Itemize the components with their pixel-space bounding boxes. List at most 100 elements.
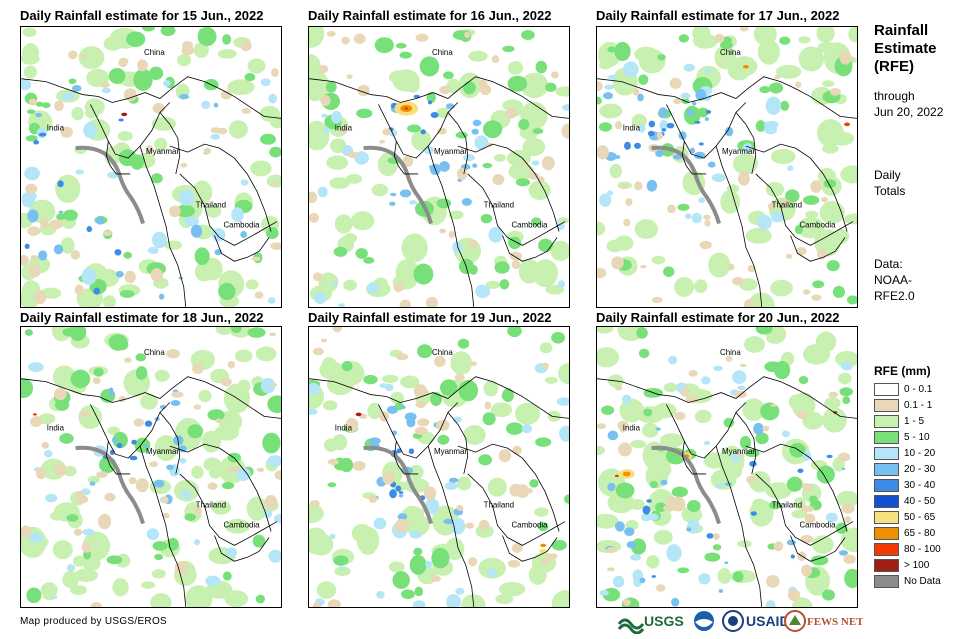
country-border xyxy=(309,76,569,119)
rainfall-patch xyxy=(839,50,852,65)
rainfall-patch xyxy=(439,228,447,234)
rainfall-patch xyxy=(463,81,476,95)
rainfall-patch xyxy=(68,50,78,60)
rainfall-patch xyxy=(425,560,433,568)
country-label-thailand: Thailand xyxy=(772,501,802,510)
rainfall-patch xyxy=(507,559,521,568)
rainfall-patch xyxy=(194,262,214,282)
rainfall-patch xyxy=(607,430,619,441)
rainfall-patch xyxy=(389,201,396,206)
legend-swatch xyxy=(874,543,899,556)
rainfall-patch xyxy=(78,46,105,70)
rainfall-patch xyxy=(739,27,749,32)
rainfall-patch xyxy=(392,571,410,589)
rainfall-patch xyxy=(506,422,524,435)
rainfall-patch xyxy=(826,454,833,459)
rainfall-patch xyxy=(764,125,778,135)
rainfall-patch xyxy=(154,137,168,152)
rainfall-patch xyxy=(755,432,769,445)
rainfall-patch xyxy=(712,544,722,551)
rainfall-patch xyxy=(651,296,663,304)
rainfall-patch xyxy=(615,482,635,499)
rainfall-patch xyxy=(134,437,151,454)
rainfall-patch xyxy=(649,480,659,489)
rainfall-patch xyxy=(728,263,735,271)
rainfall-patch xyxy=(34,290,47,305)
rainfall-patch xyxy=(454,373,465,382)
rainfall-patch xyxy=(220,90,232,100)
rainfall-patch xyxy=(556,397,569,406)
rainfall-patch xyxy=(201,100,211,110)
rainfall-patch xyxy=(169,205,181,218)
rainfall-patch xyxy=(435,419,450,431)
rainfall-patch xyxy=(487,477,507,497)
legend-label: 30 - 40 xyxy=(904,480,936,491)
rainfall-patch xyxy=(671,597,680,607)
rainfall-patch xyxy=(231,207,244,222)
rainfall-patch xyxy=(194,247,210,266)
rainfall-patch xyxy=(648,120,656,128)
rainfall-patch xyxy=(428,165,434,169)
rainfall-patch xyxy=(376,590,385,599)
rainfall-patch xyxy=(108,68,126,84)
country-border xyxy=(745,143,848,232)
rainfall-patch xyxy=(597,445,606,456)
rainfall-patch xyxy=(797,468,804,473)
rainfall-patch xyxy=(749,460,757,467)
rainfall-patch xyxy=(471,128,479,135)
rainfall-patch xyxy=(309,191,318,204)
rainfall-patch xyxy=(221,481,235,490)
rainfall-patch xyxy=(535,437,552,447)
rainfall-patch xyxy=(787,165,794,171)
rainfall-patch xyxy=(723,417,735,428)
rainfall-patch xyxy=(456,504,464,511)
rainfall-patch xyxy=(618,442,632,457)
rainfall-patch xyxy=(464,31,471,38)
rainfall-patch xyxy=(817,41,838,54)
rainfall-patch xyxy=(270,242,281,251)
rainfall-patch xyxy=(498,581,526,597)
legend-item: 30 - 40 xyxy=(874,478,964,494)
rainfall-patch xyxy=(805,210,819,219)
rainfall-patch xyxy=(485,280,501,289)
rainfall-patch xyxy=(844,516,852,523)
rainfall-patch xyxy=(674,411,686,421)
rainfall-patch xyxy=(653,529,673,545)
rainfall-patch xyxy=(599,590,609,596)
rainfall-patch xyxy=(531,217,542,226)
rainfall-patch xyxy=(430,391,442,407)
country-label-china: China xyxy=(144,348,165,357)
rainfall-patch xyxy=(101,87,111,94)
rainfall-patch xyxy=(694,279,708,293)
country-border xyxy=(735,412,757,475)
rainfall-patch xyxy=(614,121,623,130)
rainfall-patch xyxy=(73,555,86,567)
through-label: through xyxy=(874,89,915,103)
rainfall-patch xyxy=(686,527,692,532)
rainfall-patch xyxy=(408,464,424,480)
rainfall-patch xyxy=(425,296,438,307)
country-label-china: China xyxy=(432,48,453,57)
rainfall-patch xyxy=(800,534,814,544)
legend-item: 10 - 20 xyxy=(874,446,964,462)
rainfall-patch xyxy=(309,499,320,508)
country-border xyxy=(169,143,272,232)
legend-item: 65 - 80 xyxy=(874,526,964,542)
rainfall-patch xyxy=(711,173,726,183)
country-border xyxy=(755,473,854,546)
country-border xyxy=(681,141,707,175)
rainfall-patch xyxy=(228,120,248,139)
rainfall-patch xyxy=(437,127,447,135)
rainfall-patch xyxy=(255,594,266,604)
rainfall-patch xyxy=(704,219,711,227)
rainfall-patch xyxy=(750,511,757,516)
rainfall-patch xyxy=(419,56,440,77)
rainfall-patch xyxy=(534,507,549,517)
rainfall-patch xyxy=(21,191,36,208)
rainfall-patch xyxy=(730,453,741,463)
rainfall-patch xyxy=(748,471,771,493)
rainfall-patch xyxy=(205,575,221,587)
legend-item: 80 - 100 xyxy=(874,542,964,558)
rainfall-patch xyxy=(547,553,558,560)
rainfall-patch xyxy=(646,179,658,192)
